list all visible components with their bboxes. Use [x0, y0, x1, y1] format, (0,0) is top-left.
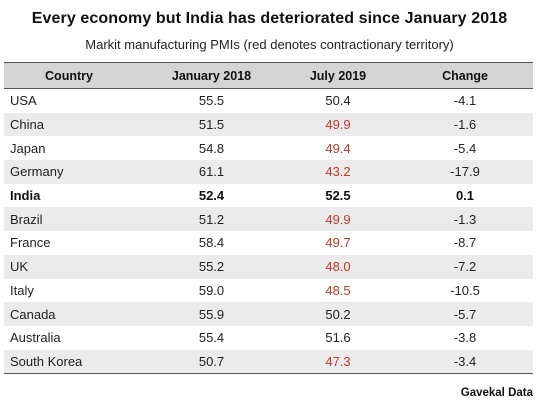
cell-july-2019: 48.5 [325, 282, 351, 298]
table-body: USA 55.5 50.4 -4.1 China 51.5 49.9 -1.6 Japan 54.… [4, 89, 533, 374]
cell-change: -8.7 [453, 235, 477, 251]
pmi-table: Country January 2018 July 2019 Change US… [4, 62, 533, 375]
table-header-row: Country January 2018 July 2019 Change [4, 63, 533, 89]
cell-change: -5.7 [453, 306, 477, 322]
table-row: Brazil 51.2 49.9 -1.3 [4, 207, 533, 232]
cell-january-2018: 58.4 [198, 235, 225, 251]
table-row: India 52.4 52.5 0.1 [4, 184, 533, 208]
cell-change: -3.8 [453, 330, 477, 346]
table-row: Australia 55.4 51.6 -3.8 [4, 326, 533, 350]
cell-change: -4.1 [453, 93, 477, 109]
cell-country: Germany [10, 164, 64, 180]
cell-change: -7.2 [453, 259, 477, 275]
table-row: USA 55.5 50.4 -4.1 [4, 89, 533, 113]
table-row: Japan 54.8 49.4 -5.4 [4, 136, 533, 160]
cell-change: -1.6 [453, 117, 477, 133]
table-row: Canada 55.9 50.2 -5.7 [4, 302, 533, 326]
cell-july-2019: 50.2 [325, 306, 351, 322]
cell-country: Japan [10, 140, 46, 156]
table-row: China 51.5 49.9 -1.6 [4, 112, 533, 137]
cell-country: USA [10, 93, 37, 109]
cell-january-2018: 55.4 [198, 330, 225, 346]
table-row: Germany 61.1 43.2 -17.9 [4, 160, 533, 184]
cell-january-2018: 51.2 [198, 211, 225, 227]
cell-july-2019: 48.0 [325, 259, 351, 275]
cell-change: -1.3 [453, 211, 477, 227]
table-row: South Korea 50.7 47.3 -3.4 [4, 349, 533, 374]
cell-change: -10.5 [450, 282, 480, 298]
header-country: Country [45, 68, 93, 83]
cell-change: 0.1 [455, 188, 475, 204]
table-title: Every economy but India has deteriorated… [31, 10, 508, 27]
cell-january-2018: 52.4 [198, 188, 225, 204]
header-change: Change [442, 68, 488, 83]
source-credit: Gavekal Data [460, 387, 533, 399]
table-row: France 58.4 49.7 -8.7 [4, 231, 533, 255]
cell-january-2018: 59.0 [198, 282, 225, 298]
cell-country: Italy [10, 282, 34, 298]
cell-july-2019: 49.7 [325, 235, 351, 251]
cell-july-2019: 47.3 [325, 353, 351, 369]
cell-july-2019: 49.4 [325, 140, 351, 156]
cell-july-2019: 49.9 [325, 211, 351, 227]
cell-january-2018: 51.5 [198, 117, 225, 133]
table-row: UK 55.2 48.0 -7.2 [4, 254, 533, 279]
cell-country: UK [10, 259, 29, 275]
cell-january-2018: 55.5 [198, 93, 225, 109]
cell-change: -5.4 [453, 140, 477, 156]
cell-july-2019: 50.4 [325, 93, 351, 109]
cell-change: -3.4 [453, 353, 477, 369]
cell-country: Australia [10, 330, 61, 346]
cell-country: China [10, 117, 44, 133]
cell-change: -17.9 [450, 164, 480, 180]
cell-country: India [10, 188, 41, 204]
cell-country: Canada [10, 306, 56, 322]
cell-january-2018: 54.8 [198, 140, 225, 156]
table-subtitle: Markit manufacturing PMIs (red denotes c… [85, 37, 454, 52]
cell-july-2019: 52.5 [325, 188, 351, 204]
cell-country: France [10, 235, 51, 251]
cell-january-2018: 55.2 [198, 259, 225, 275]
cell-july-2019: 51.6 [325, 330, 351, 346]
cell-country: South Korea [10, 353, 83, 369]
cell-january-2018: 61.1 [198, 164, 225, 180]
cell-july-2019: 49.9 [325, 117, 351, 133]
header-january-2018: January 2018 [171, 68, 252, 83]
cell-january-2018: 55.9 [198, 306, 225, 322]
table-row: Italy 59.0 48.5 -10.5 [4, 279, 533, 303]
header-july-2019: July 2019 [309, 68, 367, 83]
cell-country: Brazil [10, 211, 43, 227]
cell-july-2019: 43.2 [325, 164, 351, 180]
cell-january-2018: 50.7 [198, 353, 225, 369]
